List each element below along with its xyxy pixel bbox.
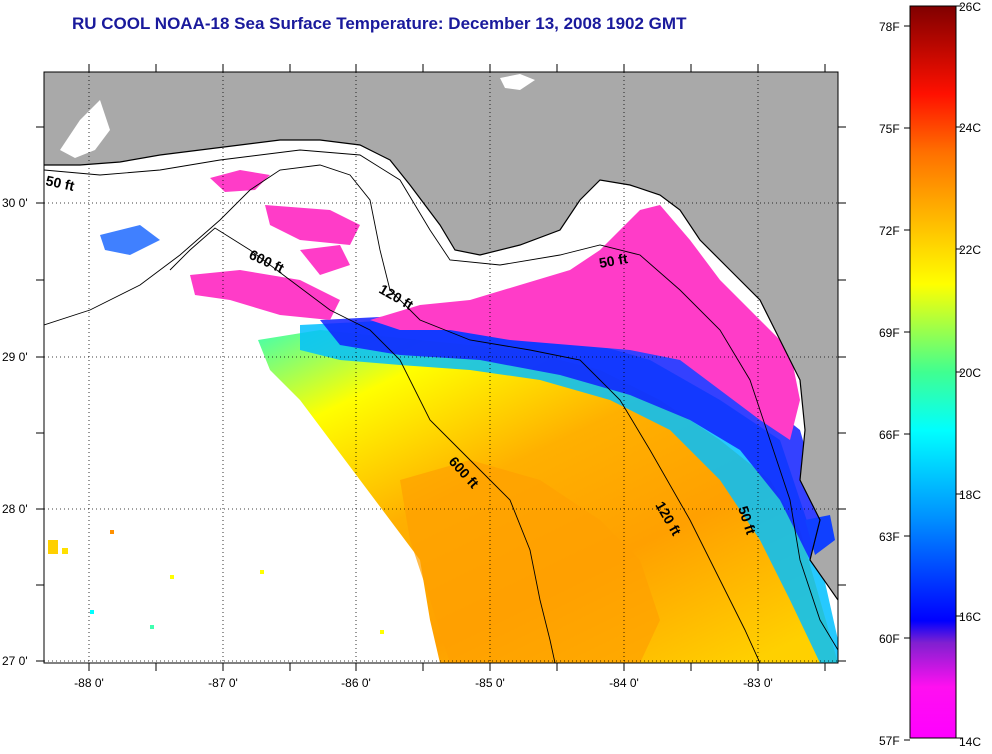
cold-patch [190,270,340,320]
lon-label: -85 0' [475,676,505,690]
colorbar-c-label: 16C [959,610,981,624]
colorbar-f-label: 69F [879,326,900,340]
cold-patch [100,225,160,255]
map-title: RU COOL NOAA-18 Sea Surface Temperature:… [72,14,687,33]
colorbar-c-label: 14C [959,735,981,749]
land-mass [44,72,838,600]
cold-patch [300,245,350,275]
contour-120ft [44,164,761,663]
bay-water [805,515,835,555]
lon-label: -83 0' [743,676,773,690]
orange-core [400,460,660,663]
bay-water [60,100,110,158]
colorbar-c-label: 26C [959,0,981,14]
contour-600ft [169,227,556,663]
colorbar-c-label: 18C [959,488,981,502]
contour-label: 50 ft [44,172,76,194]
contour-50ft [44,149,838,651]
scattered-pixels [48,530,384,634]
colorbar-f-label: 75F [879,122,900,136]
bay-water [500,74,535,90]
graticule [44,72,838,663]
blue-water-band [320,315,838,600]
colorbar-f-label: 63F [879,530,900,544]
colorbar-c-label: 22C [959,243,981,257]
colorbar-f-label: 78F [879,20,900,34]
colorbar-ticks [904,5,962,741]
colorbar-c-label: 20C [959,366,981,380]
cold-patch [265,205,360,245]
axis-ticks [36,64,846,671]
colorbar-f-label: 72F [879,224,900,238]
lon-label: -87 0' [208,676,238,690]
colorbar-f-label: 60F [879,632,900,646]
colorbar [909,5,957,739]
plot-frame [43,71,839,664]
lon-label: -88 0' [74,676,104,690]
colorbar-f-label: 57F [879,734,900,748]
colorbar-c-label: 24C [959,121,981,135]
lat-label: 30 0' [2,196,28,210]
contour-label: 50 ft [598,250,629,271]
cold-coastal-water [370,205,800,440]
lon-label: -86 0' [341,676,371,690]
lat-label: 28 0' [2,502,28,516]
lat-label: 29 0' [2,350,28,364]
lat-label: 27 0' [2,654,28,668]
colorbar-f-label: 66F [879,428,900,442]
lon-label: -84 0' [609,676,639,690]
coastline [44,139,838,601]
